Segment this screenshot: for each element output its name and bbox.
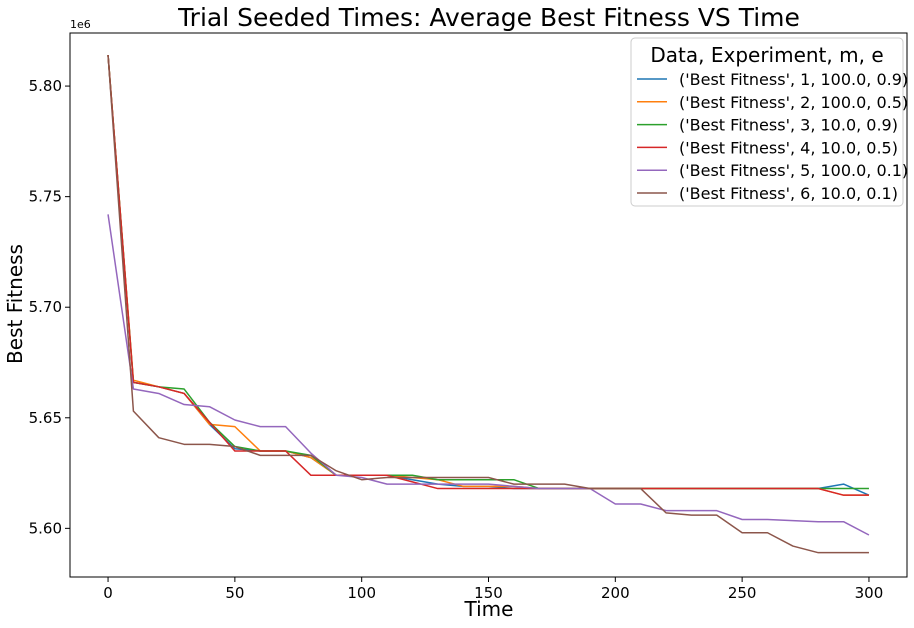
series-line-6 [107, 55, 869, 554]
legend-box [630, 37, 904, 207]
y-tick-label: 5.70 [29, 298, 62, 316]
y-tick-label: 5.75 [29, 188, 62, 206]
y-axis-offset-label: 1e6 [70, 18, 91, 31]
chart-title: Trial Seeded Times: Average Best Fitness… [177, 3, 800, 32]
x-tick-label: 250 [728, 584, 757, 602]
x-tick-label: 0 [103, 584, 113, 602]
x-tick-label: 300 [855, 584, 884, 602]
legend-entry-4: ('Best Fitness', 4, 10.0, 0.5) [679, 138, 898, 157]
legend-entry-5: ('Best Fitness', 5, 100.0, 0.1) [679, 161, 908, 180]
legend-entry-6: ('Best Fitness', 6, 10.0, 0.1) [679, 184, 898, 203]
x-tick-label: 150 [474, 584, 503, 602]
legend-entry-3: ('Best Fitness', 3, 10.0, 0.9) [679, 116, 898, 135]
x-tick-label: 100 [347, 584, 376, 602]
series-line-4 [107, 55, 869, 496]
legend-entry-1: ('Best Fitness', 1, 100.0, 0.9) [679, 70, 908, 89]
legend-entry-2: ('Best Fitness', 2, 100.0, 0.5) [679, 93, 908, 112]
y-tick-label: 5.60 [29, 519, 62, 537]
series-line-5 [107, 214, 870, 536]
y-tick-label: 5.80 [29, 77, 62, 95]
series-layer [107, 55, 870, 554]
legend-items: ('Best Fitness', 1, 100.0, 0.9) ('Best Fi… [637, 70, 908, 203]
y-axis-label: Best Fitness [3, 244, 27, 364]
x-axis-ticks: 0 50 100 150 200 250 300 [103, 577, 883, 602]
legend-title: Data, Experiment, m, e [650, 43, 883, 67]
x-axis-label: Time [464, 597, 514, 621]
y-axis-ticks: 5.60 5.65 5.70 5.75 5.80 [29, 77, 70, 537]
legend: Data, Experiment, m, e ('Best Fitness', … [630, 37, 908, 207]
x-tick-label: 50 [225, 584, 244, 602]
y-tick-label: 5.65 [29, 409, 62, 427]
x-tick-label: 200 [601, 584, 630, 602]
